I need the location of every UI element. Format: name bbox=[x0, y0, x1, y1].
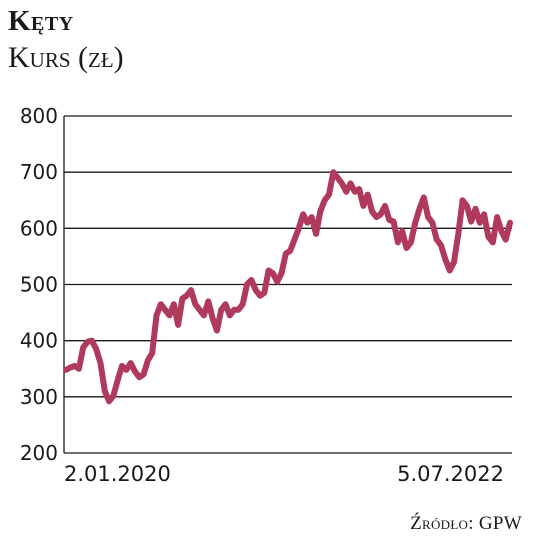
y-tick-label-300: 300 bbox=[20, 385, 58, 409]
source-note: Źródło: GPW bbox=[410, 513, 522, 534]
chart-title: Kęty bbox=[8, 5, 74, 37]
y-tick-label-500: 500 bbox=[20, 273, 58, 297]
x-end-date-label: 5.07.2022 bbox=[397, 462, 504, 486]
price-series-line bbox=[63, 169, 513, 405]
y-tick-label-700: 700 bbox=[20, 160, 58, 184]
y-tick-label-400: 400 bbox=[20, 329, 58, 353]
y-tick-label-600: 600 bbox=[20, 216, 58, 240]
chart-subtitle: Kurs (zł) bbox=[8, 41, 124, 74]
y-tick-label-800: 800 bbox=[20, 104, 58, 128]
x-start-date-label: 2.01.2020 bbox=[64, 462, 171, 486]
y-tick-label-200: 200 bbox=[20, 441, 58, 465]
